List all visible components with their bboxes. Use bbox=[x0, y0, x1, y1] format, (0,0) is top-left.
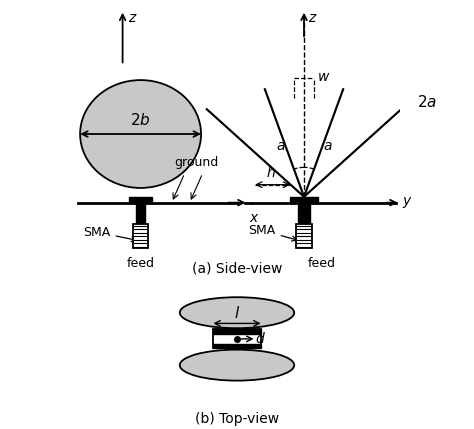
Text: feed: feed bbox=[308, 257, 336, 269]
FancyBboxPatch shape bbox=[133, 224, 148, 248]
Text: $l$: $l$ bbox=[234, 305, 240, 320]
Text: $2b$: $2b$ bbox=[130, 112, 151, 128]
FancyBboxPatch shape bbox=[297, 224, 311, 248]
Text: $x$: $x$ bbox=[249, 211, 260, 225]
Ellipse shape bbox=[180, 350, 294, 381]
Text: (a) Side-view: (a) Side-view bbox=[192, 261, 282, 275]
FancyBboxPatch shape bbox=[299, 202, 310, 224]
Text: $a$: $a$ bbox=[323, 139, 332, 153]
FancyBboxPatch shape bbox=[129, 197, 152, 202]
Text: SMA: SMA bbox=[248, 224, 297, 241]
Text: $y$: $y$ bbox=[402, 195, 413, 210]
Text: ground: ground bbox=[174, 156, 218, 169]
FancyBboxPatch shape bbox=[136, 202, 146, 224]
Text: $z$: $z$ bbox=[308, 12, 318, 25]
Text: feed: feed bbox=[127, 257, 155, 269]
FancyBboxPatch shape bbox=[213, 344, 261, 348]
Text: $a$: $a$ bbox=[276, 139, 285, 153]
Text: $2a$: $2a$ bbox=[417, 94, 437, 110]
Text: $d$: $d$ bbox=[255, 332, 266, 346]
FancyBboxPatch shape bbox=[213, 329, 261, 334]
Text: (b) Top-view: (b) Top-view bbox=[195, 412, 279, 426]
Ellipse shape bbox=[80, 80, 201, 188]
Text: SMA: SMA bbox=[83, 226, 137, 242]
Text: $z$: $z$ bbox=[128, 12, 137, 25]
Text: $w$: $w$ bbox=[317, 70, 330, 84]
FancyBboxPatch shape bbox=[290, 197, 318, 202]
Ellipse shape bbox=[180, 297, 294, 328]
FancyBboxPatch shape bbox=[213, 329, 261, 348]
Text: $h$: $h$ bbox=[266, 165, 276, 180]
